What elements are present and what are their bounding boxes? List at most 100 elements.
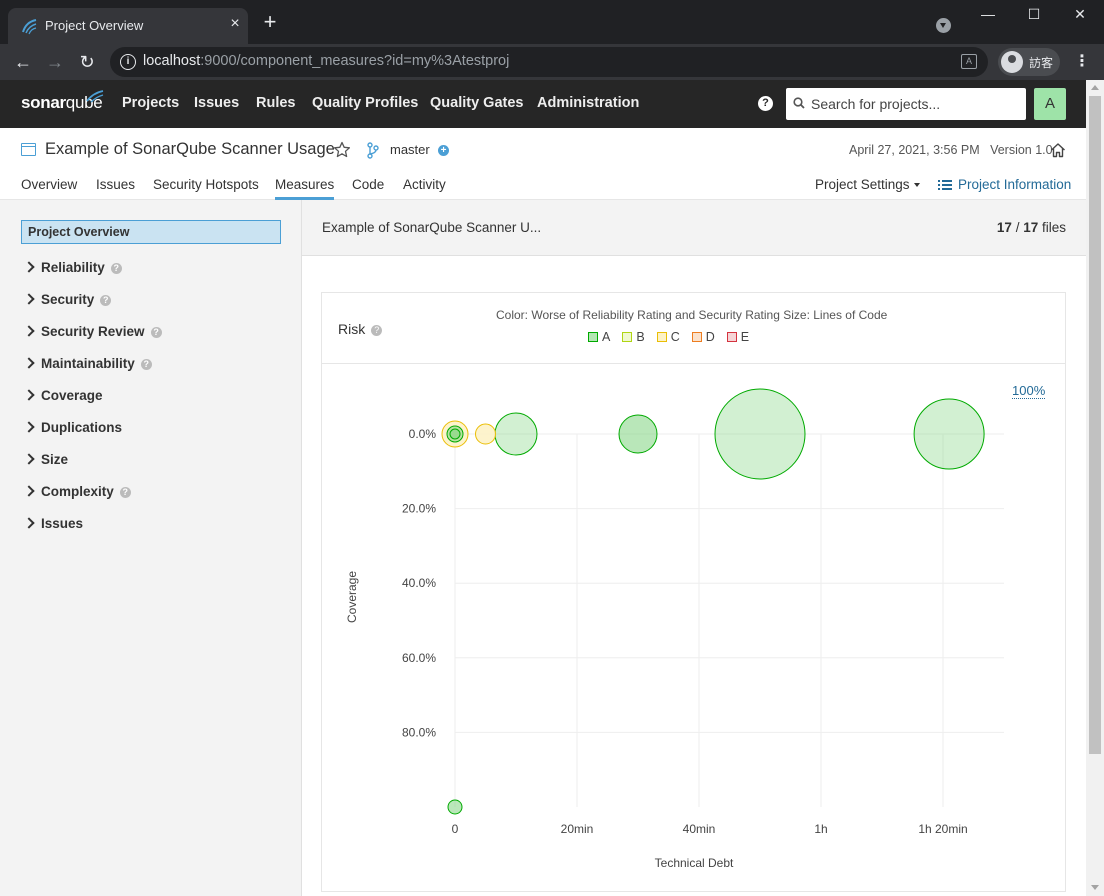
chevron-right-icon <box>23 389 35 401</box>
minimize-icon[interactable]: — <box>981 6 995 22</box>
bubble-a[interactable] <box>447 799 463 815</box>
scroll-up-icon[interactable] <box>1091 85 1099 90</box>
page-scrollbar[interactable] <box>1086 80 1104 896</box>
legend-item-b[interactable]: B <box>622 330 645 344</box>
tab-activity[interactable]: Activity <box>403 177 446 192</box>
y-axis-label: Coverage <box>345 571 359 623</box>
nav-quality-gates[interactable]: Quality Gates <box>430 95 524 111</box>
legend-item-e[interactable]: E <box>726 330 750 344</box>
bubble-a[interactable] <box>494 412 538 456</box>
sidebar-item-label: Reliability <box>41 260 105 275</box>
favorite-star-icon[interactable] <box>333 141 351 159</box>
bubble-c[interactable] <box>475 423 496 445</box>
rating-legend: A B C D E <box>588 330 761 344</box>
breadcrumb[interactable]: Example of SonarQube Scanner U... <box>322 220 542 235</box>
sidebar-item-project-overview[interactable]: Project Overview <box>21 220 281 244</box>
browser-titlebar: Project Overview × + — ☐ ✕ <box>0 0 1104 44</box>
close-window-icon[interactable]: ✕ <box>1074 6 1086 22</box>
scrollbar-thumb[interactable] <box>1089 96 1101 754</box>
x-tick-label: 20min <box>561 822 594 836</box>
help-icon[interactable]: ? <box>140 359 152 370</box>
legend-swatch <box>691 332 702 342</box>
chevron-right-icon <box>23 517 35 529</box>
legend-label: A <box>602 330 611 344</box>
reset-zoom-link[interactable]: 100% <box>1012 383 1046 399</box>
help-icon[interactable]: ? <box>110 263 122 274</box>
sidebar-item-coverage[interactable]: Coverage <box>23 388 103 403</box>
legend-item-d[interactable]: D <box>691 330 715 344</box>
new-tab-icon[interactable]: + <box>263 9 277 34</box>
site-info-icon[interactable]: i <box>120 54 136 70</box>
sidebar-item-reliability[interactable]: Reliability? <box>23 260 122 275</box>
bubble-a[interactable] <box>714 388 806 480</box>
legend-item-a[interactable]: A <box>588 330 610 344</box>
tab-close-icon[interactable]: × <box>230 15 240 32</box>
legend-label: D <box>705 330 715 344</box>
sonarqube-logo[interactable]: sonarqube <box>21 90 104 113</box>
tab-issues[interactable]: Issues <box>96 177 136 192</box>
project-settings-dropdown[interactable]: Project Settings <box>815 177 920 192</box>
back-icon[interactable]: ← <box>14 52 32 72</box>
caret-down-icon <box>913 183 920 188</box>
nav-projects[interactable]: Projects <box>122 95 180 111</box>
sidebar-item-label: Complexity <box>41 484 114 499</box>
legend-item-c[interactable]: C <box>656 330 680 344</box>
chevron-right-icon <box>23 485 35 497</box>
bubble-a[interactable] <box>913 398 985 470</box>
chevron-right-icon <box>23 357 35 369</box>
help-icon[interactable]: ? <box>371 325 383 336</box>
tab-search-icon[interactable] <box>936 18 951 33</box>
sidebar-item-maintainability[interactable]: Maintainability? <box>23 356 152 371</box>
help-icon[interactable]: ? <box>100 295 112 306</box>
legend-swatch <box>656 332 667 342</box>
reload-icon[interactable]: ↻ <box>79 52 95 72</box>
branch-name[interactable]: master <box>390 142 430 157</box>
url-text[interactable]: localhost:9000/component_measures?id=my%… <box>143 53 510 69</box>
help-icon[interactable]: ? <box>119 487 131 498</box>
legend-swatch <box>726 332 737 342</box>
home-icon[interactable] <box>1050 142 1066 158</box>
tab-title: Project Overview <box>45 18 144 33</box>
browser-tab[interactable]: Project Overview × <box>8 8 248 44</box>
bubble-a[interactable] <box>449 428 461 440</box>
sidebar-item-security-review[interactable]: Security Review? <box>23 324 162 339</box>
y-tick-label: 40.0% <box>402 576 436 590</box>
measure-header: Example of SonarQube Scanner U... 17 / 1… <box>302 200 1086 256</box>
nav-quality-profiles[interactable]: Quality Profiles <box>312 95 419 111</box>
nav-issues[interactable]: Issues <box>194 95 240 111</box>
chevron-right-icon <box>23 325 35 337</box>
sidebar-item-size[interactable]: Size <box>23 452 68 467</box>
branch-add-icon[interactable]: + <box>438 145 449 156</box>
nav-administration[interactable]: Administration <box>537 95 640 111</box>
maximize-icon[interactable]: ☐ <box>1027 6 1041 22</box>
translate-icon[interactable]: A <box>961 54 977 69</box>
browser-menu-icon[interactable]: ⋮ <box>1074 53 1090 70</box>
tab-measures[interactable]: Measures <box>275 177 335 200</box>
sidebar-item-complexity[interactable]: Complexity? <box>23 484 131 499</box>
user-avatar[interactable]: A <box>1034 88 1066 120</box>
chart-description: Color: Worse of Reliability Rating and S… <box>496 308 888 322</box>
bubble-a[interactable] <box>618 414 658 454</box>
project-information-link[interactable]: Project Information <box>938 177 1071 192</box>
bubble-chart-panel: Risk? Color: Worse of Reliability Rating… <box>321 292 1066 892</box>
help-icon[interactable]: ? <box>150 327 162 338</box>
sidebar-item-issues[interactable]: Issues <box>23 516 83 531</box>
tab-security-hotspots[interactable]: Security Hotspots <box>153 177 259 192</box>
tab-overview[interactable]: Overview <box>21 177 78 192</box>
project-name[interactable]: Example of SonarQube Scanner Usage <box>45 140 335 158</box>
nav-rules[interactable]: Rules <box>256 95 296 111</box>
legend-label: E <box>740 330 750 344</box>
help-icon[interactable]: ? <box>758 96 773 111</box>
forward-icon[interactable]: → <box>46 52 64 72</box>
profile-button[interactable]: 訪客 <box>998 48 1060 76</box>
risk-bubble-chart[interactable]: 0.0% 20.0% 40.0% 60.0% 80.0% 0 20min 40min 1h 1h … <box>322 364 1064 886</box>
sidebar-item-security[interactable]: Security? <box>23 292 112 307</box>
bubble-chart-header: Risk? Color: Worse of Reliability Rating… <box>322 293 1065 364</box>
address-bar[interactable]: i localhost:9000/component_measures?id=m… <box>110 47 988 77</box>
x-tick-label: 1h <box>814 822 827 836</box>
sidebar-item-duplications[interactable]: Duplications <box>23 420 122 435</box>
scroll-down-icon[interactable] <box>1091 885 1099 890</box>
search-box[interactable] <box>786 88 1026 120</box>
tab-code[interactable]: Code <box>352 177 385 192</box>
search-input[interactable] <box>811 95 1016 113</box>
